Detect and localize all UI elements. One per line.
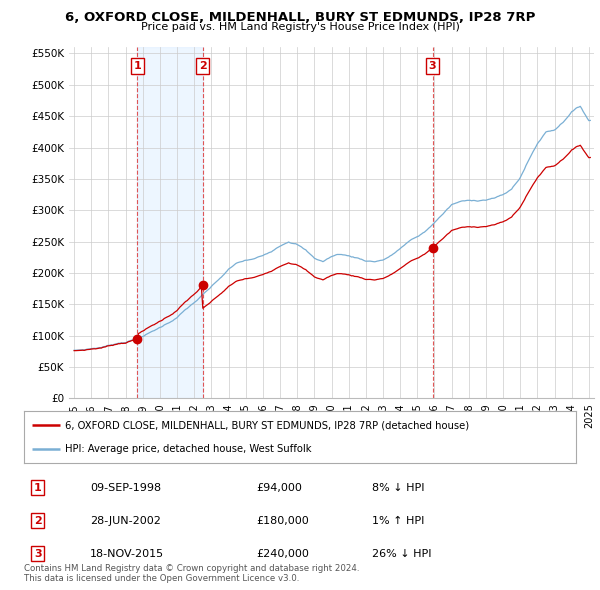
Text: 2: 2 xyxy=(199,61,206,71)
Text: 1: 1 xyxy=(134,61,142,71)
Text: 6, OXFORD CLOSE, MILDENHALL, BURY ST EDMUNDS, IP28 7RP (detached house): 6, OXFORD CLOSE, MILDENHALL, BURY ST EDM… xyxy=(65,420,470,430)
Text: 09-SEP-1998: 09-SEP-1998 xyxy=(90,483,161,493)
Text: 3: 3 xyxy=(429,61,436,71)
Text: 1% ↑ HPI: 1% ↑ HPI xyxy=(372,516,424,526)
Text: Contains HM Land Registry data © Crown copyright and database right 2024.
This d: Contains HM Land Registry data © Crown c… xyxy=(24,563,359,583)
Bar xyxy=(137,47,203,398)
Text: 26% ↓ HPI: 26% ↓ HPI xyxy=(372,549,431,559)
Text: 18-NOV-2015: 18-NOV-2015 xyxy=(90,549,164,559)
Text: £94,000: £94,000 xyxy=(256,483,302,493)
Text: 2: 2 xyxy=(34,516,41,526)
Text: Price paid vs. HM Land Registry's House Price Index (HPI): Price paid vs. HM Land Registry's House … xyxy=(140,22,460,32)
Text: HPI: Average price, detached house, West Suffolk: HPI: Average price, detached house, West… xyxy=(65,444,312,454)
Text: 1: 1 xyxy=(34,483,41,493)
Text: 6, OXFORD CLOSE, MILDENHALL, BURY ST EDMUNDS, IP28 7RP: 6, OXFORD CLOSE, MILDENHALL, BURY ST EDM… xyxy=(65,11,535,24)
Text: 3: 3 xyxy=(34,549,41,559)
Text: 28-JUN-2002: 28-JUN-2002 xyxy=(90,516,161,526)
Text: 8% ↓ HPI: 8% ↓ HPI xyxy=(372,483,424,493)
Text: £180,000: £180,000 xyxy=(256,516,308,526)
Text: £240,000: £240,000 xyxy=(256,549,309,559)
